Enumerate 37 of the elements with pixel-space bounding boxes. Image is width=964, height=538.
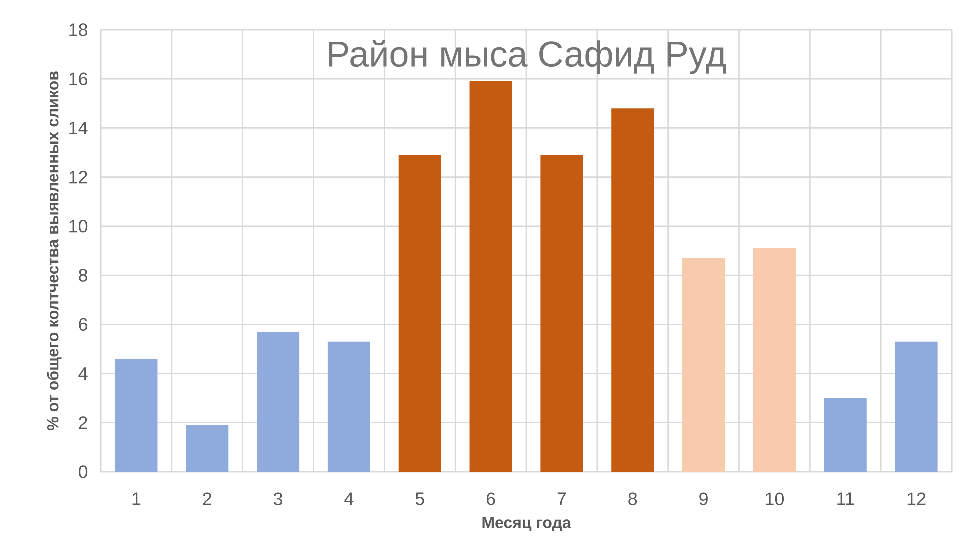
x-tick-label: 6 — [486, 492, 496, 506]
bar — [328, 342, 370, 472]
x-tick-label: 9 — [700, 492, 708, 506]
x-axis-title: Месяц года — [482, 517, 572, 532]
y-axis-title: % от общего колтчества выявленных сликов — [46, 72, 62, 431]
bar — [257, 332, 300, 472]
y-tick-label: 14 — [70, 122, 88, 134]
bar — [895, 342, 938, 472]
y-tick-label: 12 — [70, 171, 88, 184]
x-tick-label: 5 — [416, 492, 424, 506]
y-tick-label: 6 — [79, 318, 88, 332]
x-tick-label: 7 — [558, 492, 566, 506]
x-tick-label: 11 — [838, 492, 854, 506]
bar — [398, 155, 442, 472]
y-tick-label: 16 — [70, 72, 88, 86]
y-tick-label: 8 — [79, 269, 88, 282]
x-tick-label: 10 — [766, 492, 784, 506]
x-tick-label: 8 — [628, 492, 638, 506]
y-tick-label: 4 — [78, 368, 88, 380]
bar — [824, 398, 867, 472]
x-tick-label: 3 — [274, 492, 283, 506]
y-tick-label: 0 — [78, 466, 88, 478]
x-tick-label: 4 — [344, 492, 354, 506]
bar — [612, 108, 654, 472]
bar — [682, 258, 726, 472]
bar — [540, 155, 584, 472]
chart-title: Район мыса Сафид Руд — [329, 40, 726, 74]
x-tick-label: 2 — [203, 492, 212, 506]
bar — [753, 248, 796, 472]
x-tick-label: 12 — [908, 492, 926, 506]
y-tick-label: 2 — [79, 416, 88, 430]
x-tick-label: 1 — [132, 492, 141, 506]
bar — [115, 359, 158, 472]
bar — [186, 425, 229, 472]
bar — [470, 82, 512, 472]
y-tick-label: 18 — [70, 24, 88, 36]
y-tick-label: 10 — [70, 220, 88, 233]
